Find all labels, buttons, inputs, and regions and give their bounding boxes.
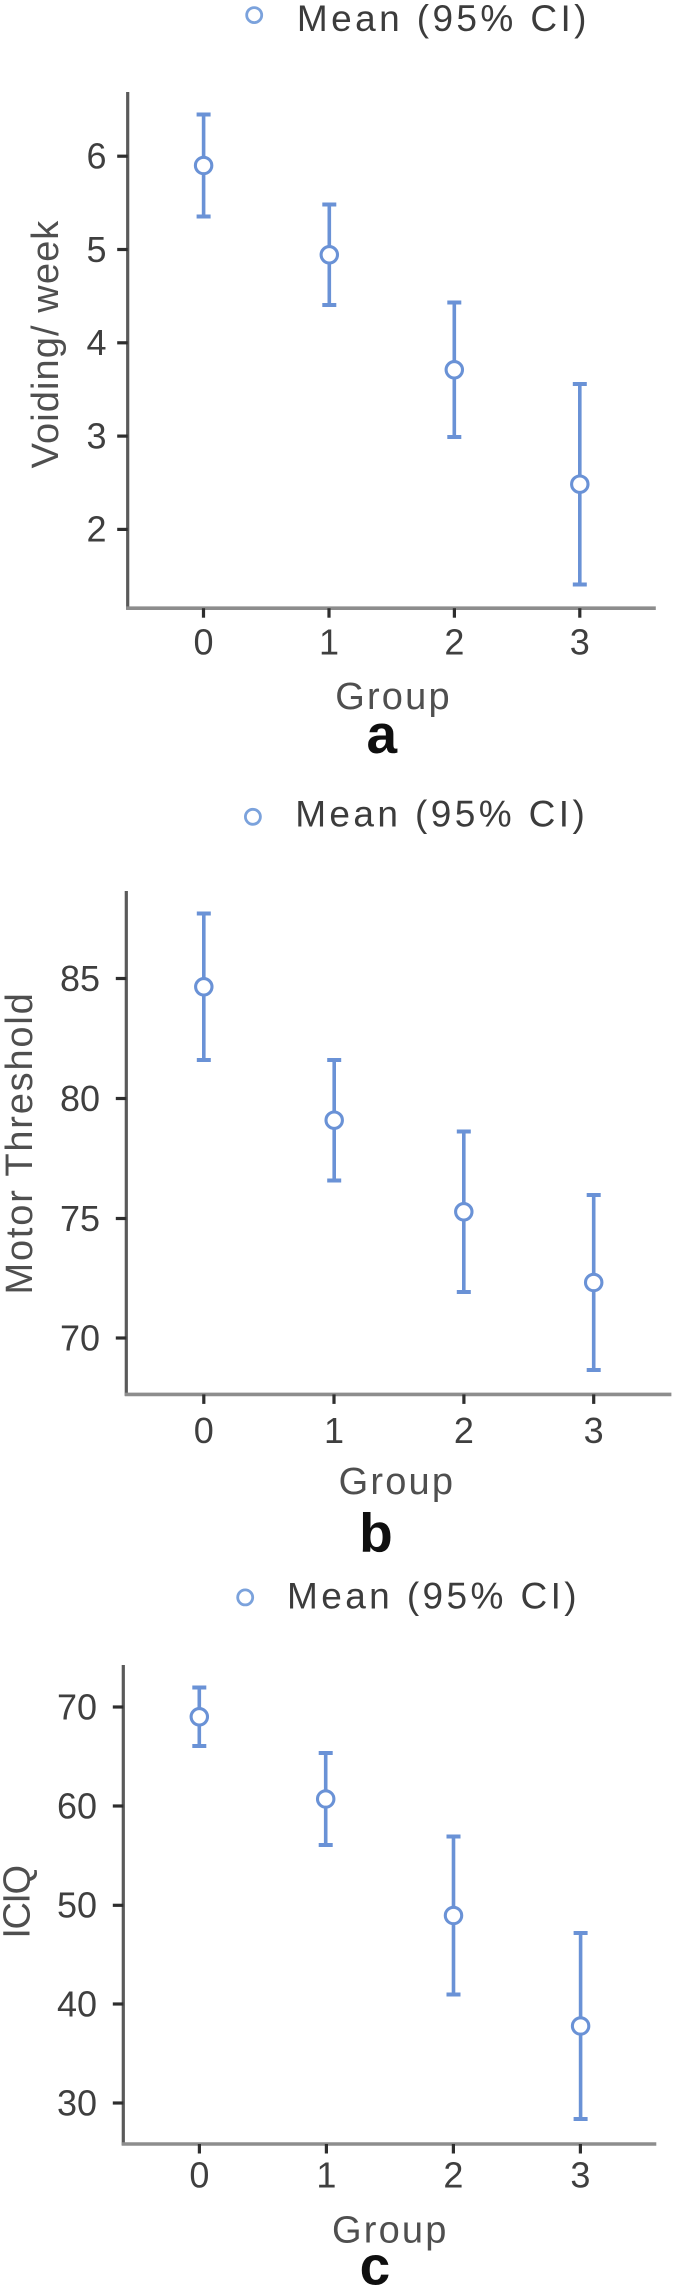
- svg-text:50: 50: [57, 1885, 97, 1926]
- svg-text:30: 30: [57, 2082, 97, 2123]
- svg-text:40: 40: [57, 1983, 97, 2024]
- svg-text:c: c: [360, 2234, 391, 2287]
- svg-text:75: 75: [60, 1198, 100, 1239]
- svg-text:3: 3: [570, 622, 590, 663]
- svg-text:60: 60: [57, 1785, 97, 1826]
- svg-text:70: 70: [57, 1686, 97, 1727]
- svg-text:3: 3: [570, 2155, 590, 2196]
- svg-text:Mean (95% CI): Mean (95% CI): [287, 1576, 580, 1617]
- svg-text:Group: Group: [339, 1461, 456, 1503]
- svg-text:6: 6: [86, 136, 106, 177]
- svg-text:2: 2: [86, 509, 106, 550]
- svg-text:5: 5: [86, 229, 106, 270]
- svg-text:3: 3: [584, 1410, 604, 1451]
- svg-text:Voiding/ week: Voiding/ week: [25, 220, 67, 469]
- svg-text:Motor Threshold: Motor Threshold: [0, 992, 41, 1295]
- svg-text:ICIQ: ICIQ: [0, 1866, 39, 1938]
- svg-text:80: 80: [60, 1078, 100, 1119]
- svg-text:Mean (95% CI): Mean (95% CI): [297, 0, 590, 39]
- svg-text:a: a: [367, 703, 398, 765]
- svg-text:0: 0: [189, 2155, 209, 2196]
- svg-text:2: 2: [454, 1410, 474, 1451]
- svg-text:0: 0: [193, 622, 213, 663]
- svg-text:0: 0: [194, 1410, 214, 1451]
- svg-text:1: 1: [319, 622, 339, 663]
- svg-text:2: 2: [443, 2155, 463, 2196]
- svg-text:Group: Group: [335, 676, 452, 718]
- svg-text:3: 3: [86, 415, 106, 456]
- svg-text:b: b: [359, 1502, 393, 1564]
- svg-text:1: 1: [324, 1410, 344, 1451]
- svg-text:4: 4: [86, 322, 106, 363]
- svg-text:70: 70: [60, 1317, 100, 1358]
- svg-text:Group: Group: [332, 2209, 449, 2251]
- svg-text:1: 1: [316, 2155, 336, 2196]
- svg-text:85: 85: [60, 958, 100, 999]
- svg-text:2: 2: [444, 622, 464, 663]
- svg-text:Mean (95% CI): Mean (95% CI): [295, 794, 588, 835]
